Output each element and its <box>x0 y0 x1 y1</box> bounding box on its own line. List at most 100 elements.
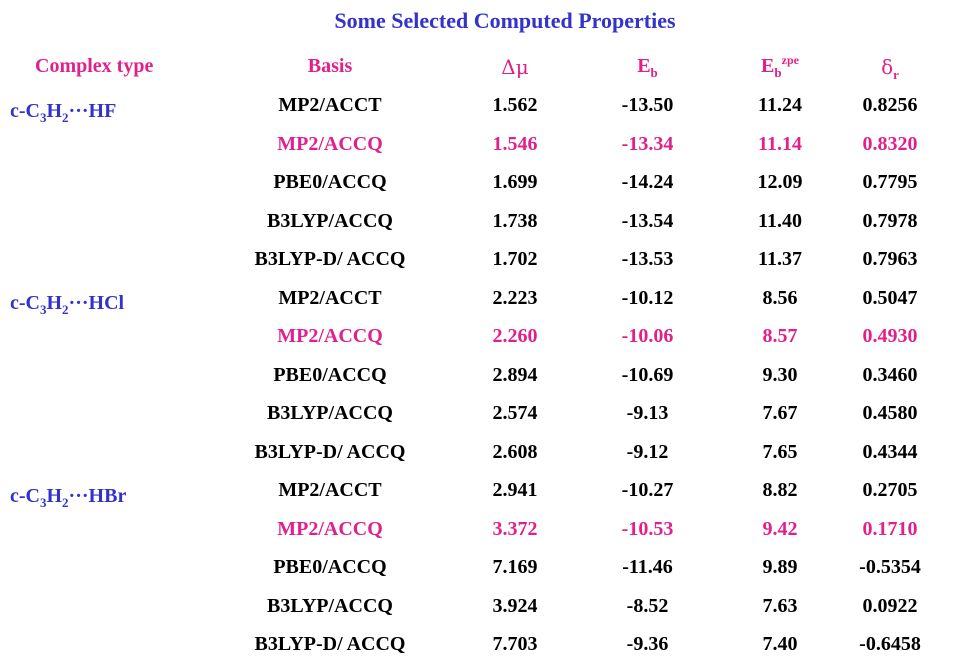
complex-subscript: 2 <box>62 302 69 317</box>
complex-mid: H <box>46 485 63 507</box>
ebzpe-cell: 7.65 <box>762 441 798 463</box>
dmu-cell: 3.924 <box>492 595 538 617</box>
dmu-cell: 7.169 <box>492 556 538 578</box>
complex-suffix: ···HF <box>68 100 117 122</box>
ebzpe-cell: 8.56 <box>762 287 798 309</box>
complex-type-hbr: c-C3H2···HBr <box>10 485 127 510</box>
ebzpe-cell: 9.30 <box>762 364 798 386</box>
complex-prefix: c-C <box>10 100 40 122</box>
dmu-cell: 1.702 <box>492 248 538 270</box>
ebzpe-subscript: b <box>774 65 782 80</box>
eb-cell: -9.36 <box>626 633 669 655</box>
basis-cell: B3LYP-D/ ACCQ <box>254 248 406 270</box>
complex-suffix: ···HCl <box>68 292 125 314</box>
dr-cell: 0.4930 <box>862 325 918 347</box>
basis-cell: B3LYP-D/ ACCQ <box>254 441 406 463</box>
complex-subscript: 3 <box>39 302 47 317</box>
basis-cell: PBE0/ACCQ <box>273 556 387 578</box>
delta-r-subscript: r <box>893 67 899 82</box>
dmu-cell: 2.260 <box>492 325 538 347</box>
ebzpe-symbol: E <box>761 55 775 77</box>
eb-cell: -10.12 <box>621 287 674 309</box>
eb-cell: -10.69 <box>621 364 674 386</box>
dr-cell: -0.6458 <box>859 633 921 655</box>
basis-cell: MP2/ACCT <box>278 479 382 501</box>
dr-cell: 0.7978 <box>862 210 918 232</box>
eb-cell: -14.24 <box>621 171 674 193</box>
header-eb: Eb <box>585 55 710 80</box>
eb-cell: -13.53 <box>621 248 674 270</box>
ebzpe-cell: 8.57 <box>762 325 798 347</box>
complex-subscript: 3 <box>39 495 47 510</box>
ebzpe-cell: 11.40 <box>758 210 802 232</box>
dmu-cell: 2.574 <box>492 402 538 424</box>
basis-cell: MP2/ACCQ <box>277 133 383 155</box>
complex-type-hcl: c-C3H2···HCl <box>10 292 125 317</box>
complex-subscript: 2 <box>62 495 69 510</box>
delta-r-symbol: δ <box>881 55 894 79</box>
eb-symbol: E <box>637 55 651 77</box>
basis-cell: MP2/ACCQ <box>277 325 383 347</box>
complex-mid: H <box>46 292 63 314</box>
ebzpe-superscript: zpe <box>781 53 799 67</box>
eb-cell: -11.46 <box>622 556 673 578</box>
complex-prefix: c-C <box>10 485 40 507</box>
dmu-cell: 1.738 <box>492 210 538 232</box>
dr-cell: 0.5047 <box>862 287 918 309</box>
header-complex-type: Complex type <box>35 55 154 77</box>
ebzpe-cell: 12.09 <box>757 171 803 193</box>
ebzpe-cell: 11.37 <box>758 248 802 270</box>
header-delta-r: δr <box>830 55 950 82</box>
basis-cell: B3LYP-D/ ACCQ <box>254 633 406 655</box>
basis-cell: B3LYP/ACCQ <box>267 402 393 424</box>
dmu-cell: 2.608 <box>492 441 538 463</box>
dmu-cell: 1.562 <box>492 94 538 116</box>
basis-cell: MP2/ACCT <box>278 94 382 116</box>
eb-cell: -10.27 <box>621 479 674 501</box>
basis-cell: PBE0/ACCQ <box>273 364 387 386</box>
dr-cell: 0.8320 <box>862 133 918 155</box>
eb-cell: -9.13 <box>626 402 669 424</box>
dr-cell: 0.8256 <box>862 94 918 116</box>
ebzpe-cell: 11.24 <box>758 94 802 116</box>
dmu-cell: 1.699 <box>492 171 538 193</box>
dr-cell: 0.3460 <box>862 364 918 386</box>
eb-subscript: b <box>650 65 658 80</box>
ebzpe-cell: 9.42 <box>762 518 798 540</box>
dmu-cell: 3.372 <box>492 518 538 540</box>
dmu-cell: 2.941 <box>492 479 538 501</box>
dr-cell: 0.7795 <box>862 171 918 193</box>
complex-subscript: 2 <box>62 110 69 125</box>
dr-cell: 0.1710 <box>862 518 918 540</box>
basis-cell: MP2/ACCT <box>278 287 382 309</box>
basis-cell: B3LYP/ACCQ <box>267 595 393 617</box>
eb-cell: -8.52 <box>626 595 669 617</box>
ebzpe-cell: 7.63 <box>762 595 798 617</box>
ebzpe-cell: 11.14 <box>758 133 802 155</box>
complex-subscript: 3 <box>39 110 47 125</box>
delta-mu-symbol: Δμ <box>501 55 529 79</box>
basis-cell: PBE0/ACCQ <box>273 171 387 193</box>
eb-cell: -10.53 <box>621 518 674 540</box>
basis-cell: MP2/ACCQ <box>277 518 383 540</box>
dmu-cell: 7.703 <box>492 633 538 655</box>
header-basis: Basis <box>307 55 353 77</box>
dmu-cell: 2.223 <box>492 287 538 309</box>
basis-cell: B3LYP/ACCQ <box>267 210 393 232</box>
dr-cell: 0.7963 <box>862 248 918 270</box>
eb-cell: -9.12 <box>626 441 669 463</box>
header-delta-mu: Δμ <box>455 55 575 80</box>
header-eb-zpe: Ebzpe <box>715 53 845 80</box>
eb-cell: -13.50 <box>621 94 674 116</box>
dr-cell: 0.4580 <box>862 402 918 424</box>
complex-mid: H <box>46 100 63 122</box>
ebzpe-cell: 7.67 <box>762 402 798 424</box>
eb-cell: -10.06 <box>621 325 674 347</box>
dmu-cell: 1.546 <box>492 133 538 155</box>
dr-cell: 0.4344 <box>862 441 918 463</box>
eb-cell: -13.34 <box>621 133 674 155</box>
ebzpe-cell: 8.82 <box>762 479 798 501</box>
dmu-cell: 2.894 <box>492 364 538 386</box>
page-title: Some Selected Computed Properties <box>334 8 676 33</box>
complex-suffix: ···HBr <box>68 485 127 507</box>
